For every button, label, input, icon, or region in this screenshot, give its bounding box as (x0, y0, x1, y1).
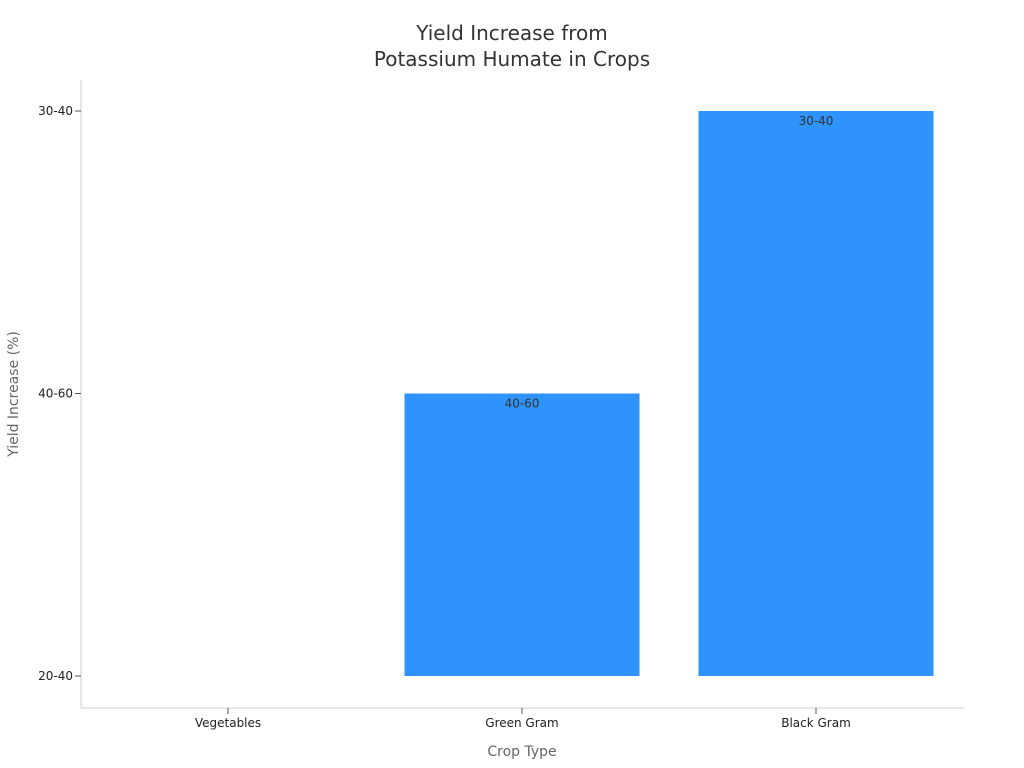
y-axis-ticks: 20-40 40-60 30-40 (38, 104, 81, 683)
chart-title-line-2: Potassium Humate in Crops (374, 47, 650, 71)
y-axis-label: Yield Increase (%) (6, 331, 22, 458)
chart-title-line-1: Yield Increase from (415, 21, 608, 45)
y-tick-label: 40-60 (38, 387, 73, 401)
x-axis-ticks: Vegetables Green Gram Black Gram (195, 708, 851, 730)
x-axis-label: Crop Type (487, 744, 556, 760)
chart-title: Yield Increase from Potassium Humate in … (374, 21, 650, 71)
bar (404, 393, 640, 676)
bar (698, 111, 934, 676)
bar-data-label: 30-40 (799, 114, 834, 128)
bar-data-label: 40-60 (505, 397, 540, 411)
x-tick-label: Vegetables (195, 716, 261, 730)
data-labels: 40-60 30-40 (505, 114, 834, 411)
bars (404, 111, 934, 676)
x-tick-label: Black Gram (781, 716, 851, 730)
y-tick-label: 20-40 (38, 669, 73, 683)
x-tick-label: Green Gram (485, 716, 558, 730)
y-tick-label: 30-40 (38, 104, 73, 118)
